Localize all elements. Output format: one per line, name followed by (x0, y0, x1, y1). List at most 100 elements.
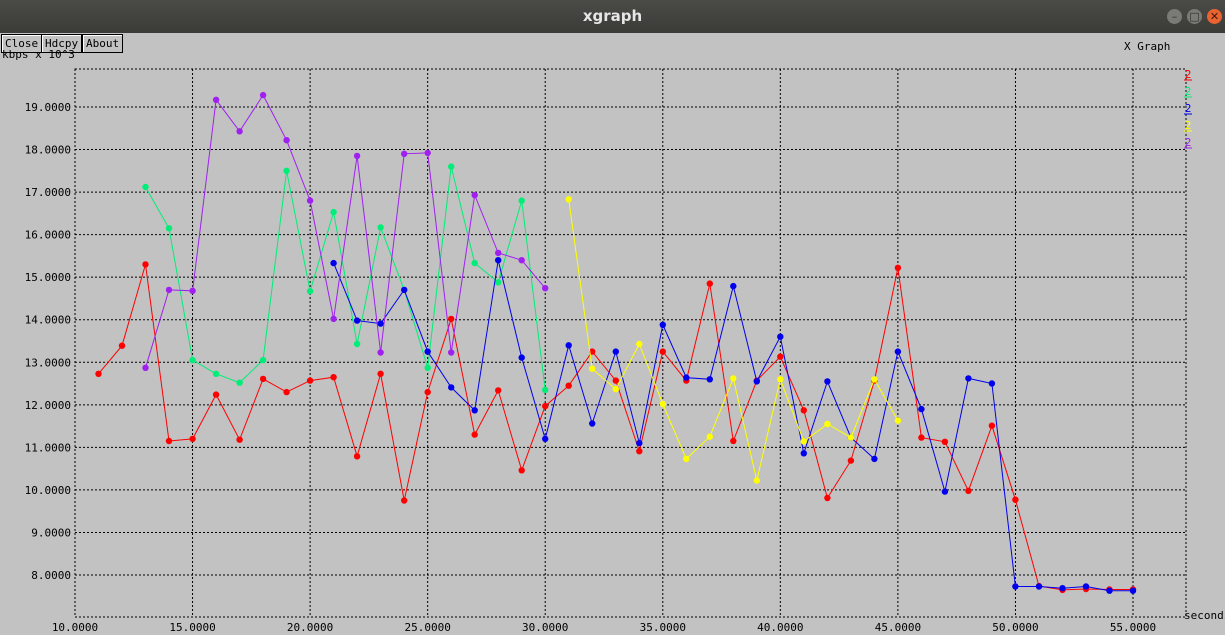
data-point (283, 167, 290, 174)
data-point (353, 340, 361, 348)
data-point (424, 149, 431, 157)
y-tick-label: 9.0000 (31, 526, 71, 539)
data-point (448, 163, 455, 170)
data-point (918, 405, 925, 413)
x-tick-label: 35.0000 (640, 621, 686, 634)
x-axis-label: seconds (1184, 609, 1225, 622)
hardcopy-button[interactable]: Hdcpy (41, 34, 83, 53)
data-point (965, 487, 972, 494)
series-0 (95, 261, 1137, 594)
data-point (518, 354, 525, 361)
window-titlebar[interactable]: xgraph – □ ✕ (0, 0, 1225, 33)
data-point (189, 356, 196, 364)
x-tick-label: 45.0000 (875, 621, 921, 634)
data-point (448, 349, 455, 356)
data-point (424, 364, 431, 371)
data-point (1106, 587, 1113, 594)
series-line (98, 264, 1133, 591)
data-point (847, 434, 855, 441)
about-button[interactable]: About (82, 34, 124, 53)
data-point (847, 457, 855, 464)
window-title: xgraph (582, 7, 643, 25)
data-point (565, 196, 572, 203)
series-line (145, 94, 546, 368)
data-point (471, 431, 478, 438)
data-point (118, 342, 126, 349)
data-point (142, 183, 149, 191)
data-point (1082, 583, 1090, 590)
data-point (706, 433, 713, 440)
y-tick-label: 14.0000 (25, 314, 71, 327)
maximize-icon[interactable]: □ (1187, 9, 1202, 24)
plot-frame (74, 68, 1187, 618)
data-point (353, 152, 361, 160)
data-point (471, 259, 478, 267)
data-point (683, 374, 690, 381)
y-tick-label: 19.0000 (25, 101, 71, 114)
y-axis-label: kbps x 10^3 (2, 48, 75, 61)
data-point (236, 128, 243, 135)
data-point (636, 439, 643, 447)
data-point (518, 197, 525, 204)
data-point (565, 342, 572, 349)
data-point (730, 282, 737, 290)
data-point (259, 356, 267, 364)
data-point (377, 349, 384, 356)
legend-entry: 2 (1185, 85, 1192, 98)
data-point (259, 375, 267, 383)
data-point (495, 257, 502, 264)
data-point (189, 435, 196, 443)
data-point (495, 279, 502, 286)
data-point (518, 257, 525, 264)
data-point (824, 378, 831, 385)
data-point (353, 453, 361, 460)
data-point (236, 379, 243, 386)
y-tick-label: 8.0000 (31, 569, 71, 582)
data-point (589, 365, 596, 372)
series-line (333, 260, 1133, 592)
x-tick-label: 55.0000 (1110, 621, 1156, 634)
data-point (777, 333, 784, 340)
series-4 (142, 91, 549, 371)
data-point (589, 348, 596, 355)
data-point (824, 420, 831, 428)
data-point (894, 417, 902, 424)
data-point (330, 315, 337, 323)
data-point (753, 378, 760, 385)
data-point (259, 91, 267, 99)
data-point (212, 391, 220, 398)
y-tick-label: 15.0000 (25, 271, 71, 284)
data-point (941, 438, 949, 445)
x-tick-label: 40.0000 (757, 621, 803, 634)
minimize-icon[interactable]: – (1167, 9, 1182, 24)
y-tick-label: 17.0000 (25, 186, 71, 199)
y-tick-label: 13.0000 (25, 356, 71, 369)
data-point (706, 280, 713, 287)
data-point (941, 488, 949, 495)
data-point (448, 315, 455, 323)
data-point (612, 348, 619, 355)
x-tick-label: 15.0000 (169, 621, 215, 634)
data-point (283, 137, 290, 144)
data-point (800, 407, 807, 414)
data-point (542, 386, 549, 394)
data-point (659, 400, 666, 408)
chart-area: kbps x 10^3 seconds X Graph 10.0000 15.00… (2, 40, 1225, 634)
close-icon[interactable]: ✕ (1207, 9, 1222, 24)
data-point (1035, 583, 1043, 590)
data-point (377, 320, 384, 327)
data-point (612, 377, 619, 384)
data-point (165, 437, 173, 445)
data-point (165, 225, 173, 232)
data-point (424, 348, 431, 355)
legend-entry: 2 (1185, 68, 1192, 81)
data-point (1012, 583, 1019, 590)
data-point (448, 384, 455, 391)
data-point (95, 370, 102, 377)
data-point (612, 385, 619, 393)
legend-entry: 2 (1185, 119, 1192, 132)
data-point (800, 450, 807, 457)
legend-entry: 2 (1185, 136, 1192, 149)
y-tick-label: 18.0000 (25, 144, 71, 157)
data-point (730, 437, 737, 445)
